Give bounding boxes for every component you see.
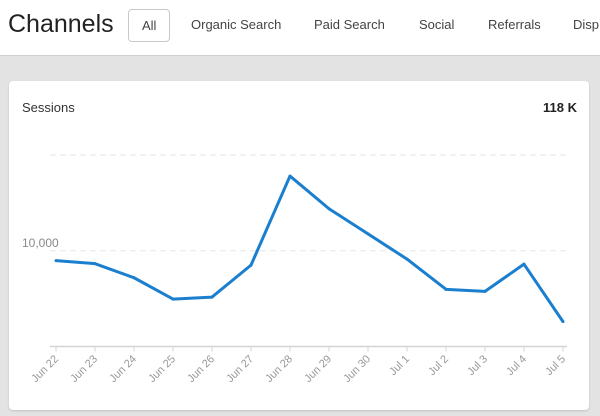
tab-social[interactable]: Social [419,17,455,32]
x-tick-label: Jul 4 [504,353,529,378]
sessions-card: Sessions 118 K [9,81,589,410]
x-tick-label: Jun 29 [302,353,334,385]
data-point [522,262,526,266]
tab-referrals[interactable]: Referrals [488,17,541,32]
data-point [483,289,487,293]
data-point [171,297,175,301]
data-point [327,207,331,211]
data-point [54,259,58,263]
data-point [366,232,370,236]
data-point [132,276,136,280]
x-tick-label: Jun 28 [263,353,295,385]
sessions-line [55,174,565,323]
data-point [561,320,565,324]
page-title: Channels [8,10,114,38]
x-tick-label: Jun 25 [146,353,178,385]
data-point [210,295,214,299]
y-tick-label: 10,000 [22,236,59,250]
channels-header: Channels All Organic Search Paid Search … [0,0,600,56]
tab-paid-search[interactable]: Paid Search [314,17,385,32]
tab-organic-search[interactable]: Organic Search [191,17,282,32]
tab-display[interactable]: Disp [573,17,600,32]
x-tick-label: Jun 24 [107,353,139,385]
x-tick-label: Jun 23 [68,353,100,385]
data-point [93,262,97,266]
x-tick-label: Jun 26 [185,353,217,385]
data-point [405,257,409,261]
data-point [249,263,253,267]
data-point [288,174,292,178]
x-tick-label: Jul 5 [543,353,568,378]
data-point [444,287,448,291]
x-tick-label: Jun 22 [29,353,61,385]
x-tick-label: Jun 27 [224,353,256,385]
metric-total: 118 K [543,100,577,115]
x-tick-label: Jul 3 [465,353,490,378]
metric-label: Sessions [22,100,75,115]
x-tick-label: Jul 2 [426,353,451,378]
x-tick-label: Jun 30 [341,353,373,385]
x-tick-label: Jul 1 [387,353,412,378]
tab-all[interactable]: All [128,9,171,42]
